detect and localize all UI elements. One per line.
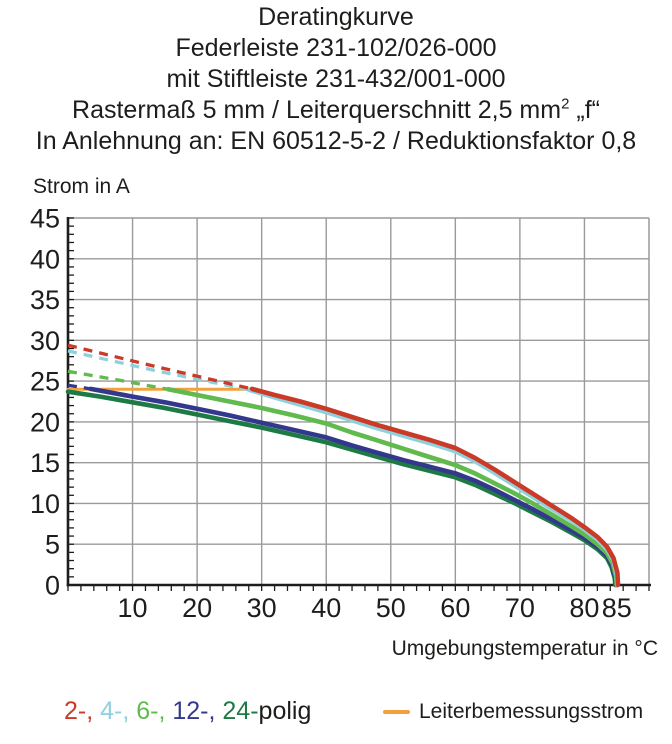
legend-pole-counts: 2-, 4-, 6-, 12-, 24-polig: [64, 697, 311, 726]
chart-title-block: Deratingkurve Federleiste 231-102/026-00…: [0, 2, 672, 157]
rated-current-label: Leiterbemessungsstrom: [419, 700, 644, 723]
title-line-2: Federleiste 231-102/026-000: [175, 34, 497, 62]
y-tick-label-5: 5: [45, 530, 60, 560]
series-solid-24-polig: [65, 389, 618, 588]
x-axis-label: Umgebungstemperatur in °C: [391, 637, 658, 660]
title-line-4: Rastermaß 5 mm / Leiterquerschnitt 2,5 m…: [72, 95, 600, 124]
series-solid-2-polig: [249, 386, 621, 588]
y-tick-label-20: 20: [30, 407, 60, 437]
legend-pole-2: 2-,: [64, 697, 101, 725]
x-tick-label-85: 85: [602, 593, 632, 623]
x-tick-label-60: 60: [440, 593, 470, 623]
x-tick-label-30: 30: [247, 593, 277, 623]
legend-pole-suffix: polig: [258, 697, 312, 725]
rated-current-line-swatch: [383, 710, 410, 714]
series-solid-6-polig: [165, 387, 619, 588]
legend-pole-12: 12-,: [172, 697, 223, 725]
series-dashed-12-polig: [67, 383, 91, 391]
y-tick-label-15: 15: [30, 448, 60, 478]
y-tick-label-25: 25: [30, 367, 60, 397]
series-dashed-4-polig: [67, 349, 250, 392]
legend-pole-4: 4-,: [100, 697, 137, 725]
x-tick-label-80: 80: [569, 593, 599, 623]
series-dashed-2-polig: [67, 343, 253, 391]
series-dashed-6-polig: [67, 369, 169, 391]
x-tick-label-20: 20: [182, 593, 212, 623]
x-tick-label-10: 10: [118, 593, 148, 623]
x-tick-label-70: 70: [505, 593, 535, 623]
y-tick-label-10: 10: [30, 489, 60, 519]
y-tick-label-35: 35: [30, 285, 60, 315]
superscript-2: 2: [561, 95, 570, 113]
x-tick-label-40: 40: [311, 593, 341, 623]
legend-pole-24: 24-: [222, 697, 259, 725]
x-tick-label-50: 50: [376, 593, 406, 623]
legend-rated-current: Leiterbemessungsstrom: [383, 700, 643, 724]
title-line-5: In Anlehnung an: EN 60512-5-2 / Reduktio…: [35, 127, 637, 155]
y-tick-label-40: 40: [30, 244, 60, 274]
legend-row: 2-, 4-, 6-, 12-, 24-polig Leiterbemessun…: [0, 697, 672, 731]
y-axis-label: Strom in A: [33, 175, 130, 198]
title-line-3: mit Stiftleiste 231-432/001-000: [166, 65, 506, 93]
y-tick-label-30: 30: [30, 326, 60, 356]
legend-pole-6: 6-,: [136, 697, 173, 725]
title-line-1: Deratingkurve: [258, 3, 414, 31]
y-tick-label-0: 0: [45, 571, 60, 601]
y-tick-label-45: 45: [30, 204, 60, 234]
